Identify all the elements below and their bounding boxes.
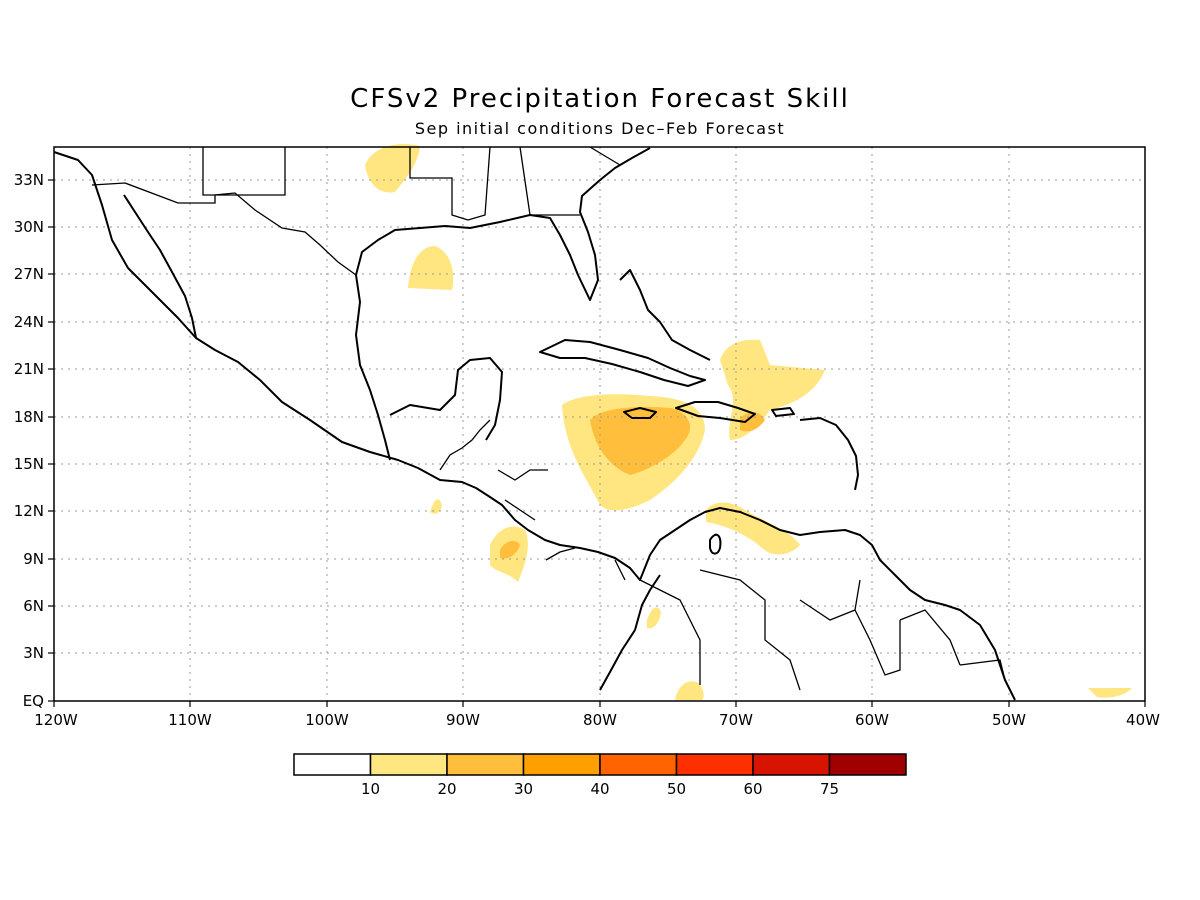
lesser-antilles (799, 417, 859, 491)
us-state-lines (202, 146, 621, 221)
lat-label: 18N (14, 408, 44, 426)
colorbar-swatch (293, 753, 372, 776)
cuba (539, 339, 706, 387)
lat-label: 3N (23, 644, 44, 662)
gridlines (54, 147, 1145, 701)
coastlines (53, 147, 1016, 701)
colorbar-swatch (828, 753, 907, 776)
colorbar-swatch (752, 753, 831, 776)
lat-label: 9N (23, 550, 44, 568)
lat-label: EQ (23, 692, 44, 710)
lat-label: 30N (14, 218, 44, 236)
lon-label: 40W (1126, 711, 1160, 729)
colorbar-swatch (675, 753, 754, 776)
colorbar: 10 20 30 40 50 60 75 (293, 753, 907, 798)
south-america-coast (599, 574, 661, 691)
lon-label: 100W (305, 711, 349, 729)
baja-peninsula (123, 194, 197, 339)
colorbar-label: 10 (361, 780, 380, 798)
tick-marks (48, 179, 1146, 707)
yucatan (389, 357, 503, 441)
colorbar-label: 20 (437, 780, 456, 798)
lon-label: 50W (992, 711, 1026, 729)
lat-label: 6N (23, 597, 44, 615)
lake-maracaibo (709, 533, 722, 555)
lon-label: 120W (34, 711, 78, 729)
hispaniola (675, 401, 756, 423)
colorbar-label: 50 (667, 780, 686, 798)
lat-label: 27N (14, 265, 44, 283)
us-mexico-border (91, 182, 357, 276)
lat-label: 15N (14, 455, 44, 473)
lon-label: 70W (719, 711, 753, 729)
lat-label: 33N (14, 171, 44, 189)
political-boundaries (91, 146, 1006, 691)
colorbar-swatch (599, 753, 678, 776)
colorbar-swatch (369, 753, 448, 776)
bahamas (619, 269, 711, 361)
lon-label: 60W (855, 711, 889, 729)
colorbar-swatch (522, 753, 601, 776)
lon-label: 80W (583, 711, 617, 729)
latitude-labels: EQ 3N 6N 9N 12N 15N 18N 21N 24N 27N 30N … (14, 171, 44, 710)
lon-label: 90W (446, 711, 480, 729)
lon-label: 110W (168, 711, 212, 729)
lat-label: 12N (14, 502, 44, 520)
colorbar-label: 60 (743, 780, 762, 798)
gulf-of-mexico-coast (355, 147, 651, 461)
jamaica (623, 407, 657, 419)
longitude-labels: 120W 110W 100W 90W 80W 70W 60W 50W 40W (34, 711, 1160, 729)
map-title: CFSv2 Precipitation Forecast Skill (350, 84, 850, 114)
south-america-borders (639, 569, 1006, 691)
skill-shading (365, 144, 1132, 700)
lat-label: 21N (14, 360, 44, 378)
map-subtitle: Sep initial conditions Dec–Feb Forecast (414, 119, 786, 138)
lat-label: 24N (14, 313, 44, 331)
colorbar-label: 30 (514, 780, 533, 798)
colorbar-label: 40 (590, 780, 609, 798)
colorbar-swatch (446, 753, 525, 776)
colorbar-label: 75 (820, 780, 839, 798)
north-america-coast (53, 151, 1016, 701)
puerto-rico (771, 407, 795, 417)
central-america-borders (439, 419, 626, 581)
